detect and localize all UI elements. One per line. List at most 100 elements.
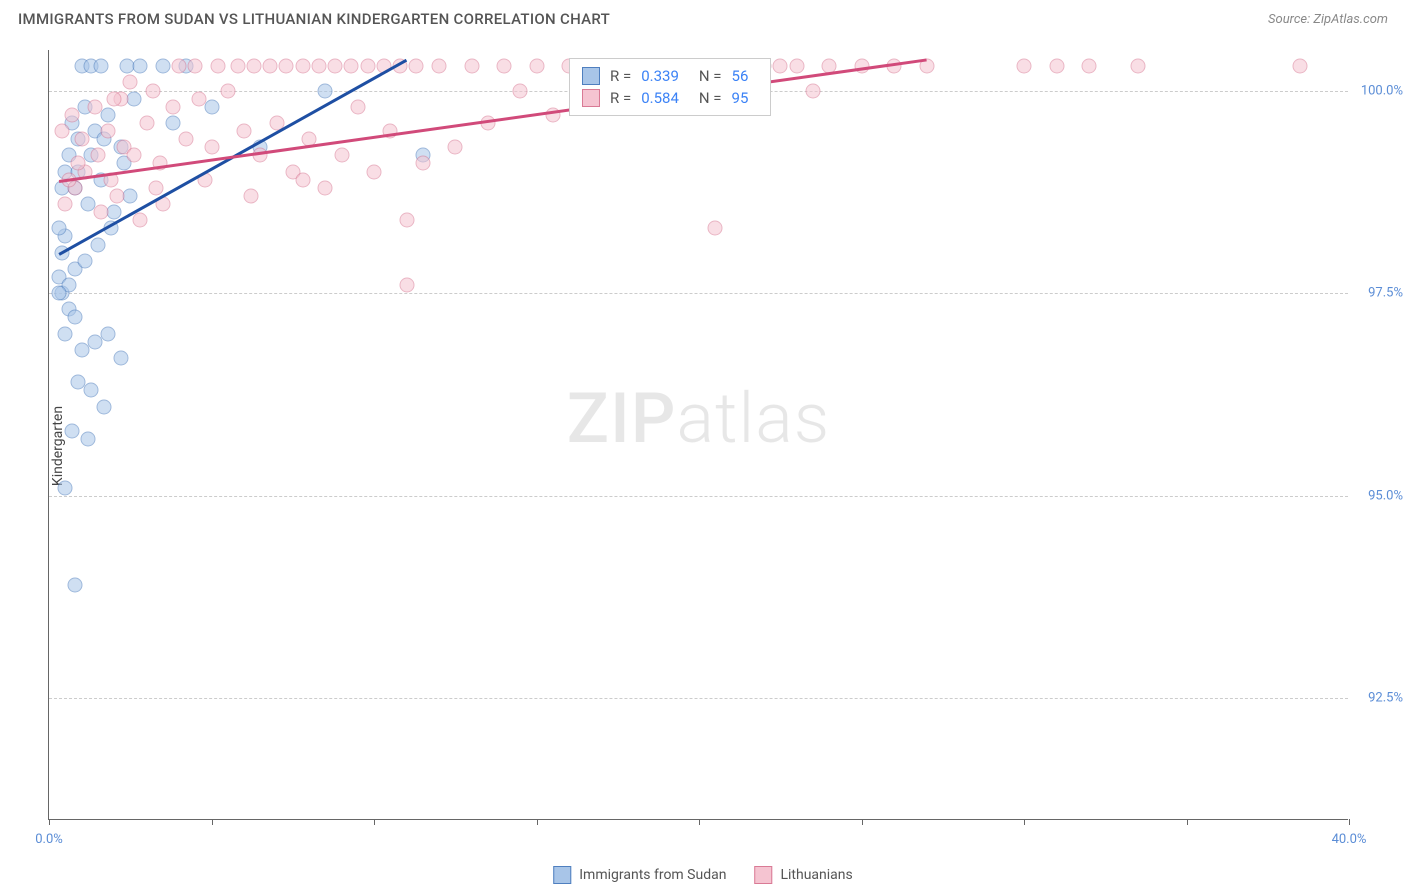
data-point xyxy=(328,59,343,74)
data-point xyxy=(51,221,66,236)
x-tick xyxy=(862,819,863,825)
data-point xyxy=(708,221,723,236)
data-point xyxy=(1049,59,1064,74)
data-point xyxy=(230,59,245,74)
data-point xyxy=(123,75,138,90)
data-point xyxy=(432,59,447,74)
data-point xyxy=(350,99,365,114)
x-tick-label: 0.0% xyxy=(35,832,63,847)
data-point xyxy=(344,59,359,74)
data-point xyxy=(399,278,414,293)
x-tick xyxy=(1024,819,1025,825)
data-point xyxy=(204,99,219,114)
data-point xyxy=(155,59,170,74)
data-point xyxy=(94,59,109,74)
scatter-chart: ZIPatlas 92.5%95.0%97.5%100.0%0.0%40.0%R… xyxy=(48,50,1348,820)
data-point xyxy=(77,253,92,268)
data-point xyxy=(279,59,294,74)
data-point xyxy=(87,99,102,114)
data-point xyxy=(81,432,96,447)
data-point xyxy=(165,115,180,130)
data-point xyxy=(90,148,105,163)
x-tick xyxy=(49,819,50,825)
x-tick-label: 40.0% xyxy=(1332,832,1367,847)
legend-swatch xyxy=(754,866,772,884)
n-value: 56 xyxy=(732,67,749,85)
r-label: R = xyxy=(610,89,631,107)
data-point xyxy=(133,59,148,74)
data-point xyxy=(360,59,375,74)
source-attribution: Source: ZipAtlas.com xyxy=(1268,12,1388,27)
data-point xyxy=(191,91,206,106)
gridline xyxy=(49,698,1348,699)
data-point xyxy=(409,59,424,74)
legend-swatch xyxy=(553,866,571,884)
data-point xyxy=(126,148,141,163)
data-point xyxy=(220,83,235,98)
data-point xyxy=(64,423,79,438)
data-point xyxy=(295,172,310,187)
data-point xyxy=(139,115,154,130)
data-point xyxy=(58,480,73,495)
gridline xyxy=(49,496,1348,497)
legend-item: Immigrants from Sudan xyxy=(553,866,726,884)
data-point xyxy=(146,83,161,98)
chart-header: IMMIGRANTS FROM SUDAN VS LITHUANIAN KIND… xyxy=(0,0,1406,34)
data-point xyxy=(71,156,86,171)
data-point xyxy=(90,237,105,252)
data-point xyxy=(133,213,148,228)
stats-legend-row: R =0.584N =95 xyxy=(582,87,758,109)
data-point xyxy=(789,59,804,74)
r-value: 0.584 xyxy=(641,89,679,107)
data-point xyxy=(107,205,122,220)
data-point xyxy=(246,59,261,74)
y-tick-label: 100.0% xyxy=(1353,83,1403,98)
data-point xyxy=(773,59,788,74)
data-point xyxy=(237,124,252,139)
legend-label: Lithuanians xyxy=(780,867,852,883)
r-label: R = xyxy=(610,67,631,85)
data-point xyxy=(84,383,99,398)
data-point xyxy=(188,59,203,74)
data-point xyxy=(497,59,512,74)
legend-swatch xyxy=(582,89,600,107)
data-point xyxy=(74,132,89,147)
x-tick xyxy=(1187,819,1188,825)
x-tick xyxy=(537,819,538,825)
data-point xyxy=(149,180,164,195)
trend-line xyxy=(59,58,927,182)
chart-title: IMMIGRANTS FROM SUDAN VS LITHUANIAN KIND… xyxy=(18,10,610,28)
data-point xyxy=(64,107,79,122)
data-point xyxy=(126,91,141,106)
data-point xyxy=(367,164,382,179)
data-point xyxy=(1130,59,1145,74)
data-point xyxy=(100,107,115,122)
data-point xyxy=(295,59,310,74)
data-point xyxy=(68,577,83,592)
data-point xyxy=(51,286,66,301)
data-point xyxy=(94,205,109,220)
y-tick-label: 97.5% xyxy=(1353,286,1403,301)
legend-swatch xyxy=(582,67,600,85)
y-tick-label: 95.0% xyxy=(1353,488,1403,503)
data-point xyxy=(68,310,83,325)
x-tick xyxy=(1349,819,1350,825)
n-label: N = xyxy=(699,67,722,85)
data-point xyxy=(805,83,820,98)
y-tick-label: 92.5% xyxy=(1353,691,1403,706)
x-tick xyxy=(699,819,700,825)
data-point xyxy=(311,59,326,74)
x-tick xyxy=(374,819,375,825)
data-point xyxy=(178,132,193,147)
data-point xyxy=(464,59,479,74)
data-point xyxy=(211,59,226,74)
data-point xyxy=(334,148,349,163)
n-label: N = xyxy=(699,89,722,107)
gridline xyxy=(49,293,1348,294)
data-point xyxy=(399,213,414,228)
data-point xyxy=(172,59,187,74)
data-point xyxy=(58,197,73,212)
data-point xyxy=(97,399,112,414)
legend-item: Lithuanians xyxy=(754,866,852,884)
data-point xyxy=(243,188,258,203)
